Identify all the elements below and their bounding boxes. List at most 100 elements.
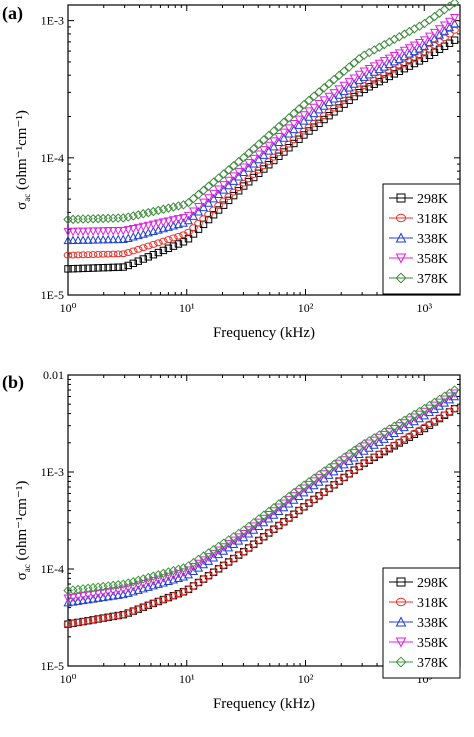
- data-point: [429, 28, 440, 38]
- data-point: [255, 169, 263, 177]
- data-point: [445, 17, 455, 27]
- legend-entry-338K: 338K: [389, 616, 448, 631]
- data-point: [324, 485, 334, 492]
- data-point: [138, 222, 148, 232]
- data-point: [320, 115, 328, 124]
- legend-entry-378K: 378K: [389, 656, 448, 671]
- data-point: [73, 251, 83, 259]
- data-point: [194, 219, 203, 227]
- data-point: [269, 126, 279, 136]
- data-point: [294, 507, 304, 514]
- data-point: [414, 21, 425, 31]
- data-point: [118, 213, 128, 223]
- data-point: [93, 227, 103, 236]
- data-point: [189, 224, 198, 232]
- data-point: [279, 128, 289, 138]
- data-point: [148, 571, 159, 581]
- data-point: [329, 74, 339, 85]
- data-point: [339, 474, 349, 481]
- data-point: [183, 197, 194, 208]
- data-point: [249, 154, 259, 164]
- data-point: [193, 207, 204, 216]
- y-axis-title-units: (ohm⁻¹cm⁻¹): [14, 110, 30, 194]
- data-point: [424, 404, 435, 414]
- data-point: [274, 149, 284, 157]
- data-point: [395, 67, 404, 75]
- legend-marker-triangle-down: [395, 637, 407, 648]
- data-point: [93, 235, 103, 244]
- data-point: [244, 175, 254, 183]
- data-point: [233, 156, 244, 167]
- data-point: [139, 603, 148, 611]
- data-point: [199, 575, 208, 583]
- legend-marker-diamond: [395, 656, 407, 668]
- data-point: [250, 173, 258, 182]
- data-point: [83, 594, 93, 604]
- data-point: [73, 214, 83, 224]
- data-point: [284, 129, 294, 138]
- data-point: [113, 226, 123, 236]
- data-point: [269, 141, 279, 151]
- data-point: [284, 140, 294, 148]
- data-point: [169, 234, 178, 242]
- y-axis-title-subscript: ac: [22, 194, 32, 202]
- data-point: [249, 144, 259, 154]
- data-point: [214, 189, 224, 198]
- data-point: [259, 533, 269, 541]
- data-point: [68, 619, 78, 627]
- data-point: [294, 115, 304, 125]
- data-point: [113, 213, 123, 223]
- data-point: [419, 18, 430, 29]
- data-point: [113, 234, 123, 244]
- data-point: [149, 599, 158, 607]
- legend-label: 358K: [417, 252, 448, 267]
- data-point: [98, 213, 108, 224]
- data-point: [133, 223, 143, 233]
- legend-box: [382, 567, 461, 679]
- data-point: [68, 585, 78, 595]
- data-point: [234, 187, 243, 195]
- data-point: [244, 526, 254, 535]
- y-tick-label: 1E-5: [41, 659, 64, 673]
- data-point: [73, 227, 83, 237]
- data-point: [359, 67, 369, 77]
- data-point: [178, 214, 189, 223]
- data-point: [270, 156, 278, 165]
- data-point: [159, 596, 168, 603]
- data-point: [158, 204, 169, 214]
- data-point: [228, 161, 239, 171]
- data-point: [183, 211, 194, 221]
- data-point: [123, 578, 133, 588]
- data-point: [168, 221, 178, 230]
- data-point: [379, 57, 389, 66]
- legend-marker-square: [396, 577, 406, 587]
- data-point: [450, 405, 459, 413]
- data-point: [93, 615, 103, 623]
- data-point: [319, 96, 329, 105]
- data-point: [158, 223, 168, 233]
- data-point: [254, 166, 264, 174]
- data-point: [214, 565, 223, 573]
- data-point: [239, 548, 249, 556]
- data-point: [450, 391, 460, 401]
- data-point: [294, 484, 304, 494]
- data-point: [73, 596, 83, 605]
- x-tick-label: 10⁰: [60, 672, 77, 686]
- data-point: [269, 153, 279, 161]
- data-point: [399, 29, 410, 39]
- x-tick-label: 10²: [298, 672, 314, 686]
- x-axis-title: Frequency (kHz): [213, 696, 315, 712]
- data-point: [128, 607, 138, 615]
- data-point: [439, 21, 450, 30]
- data-point: [299, 503, 309, 511]
- data-point: [174, 590, 183, 598]
- data-point: [284, 514, 294, 522]
- legend-entry-298K: 298K: [389, 192, 448, 207]
- data-point: [158, 568, 169, 579]
- data-point: [335, 104, 343, 112]
- data-point: [118, 579, 128, 589]
- data-point: [208, 177, 219, 187]
- data-point: [394, 422, 404, 431]
- data-point: [299, 111, 309, 120]
- data-point: [113, 586, 123, 595]
